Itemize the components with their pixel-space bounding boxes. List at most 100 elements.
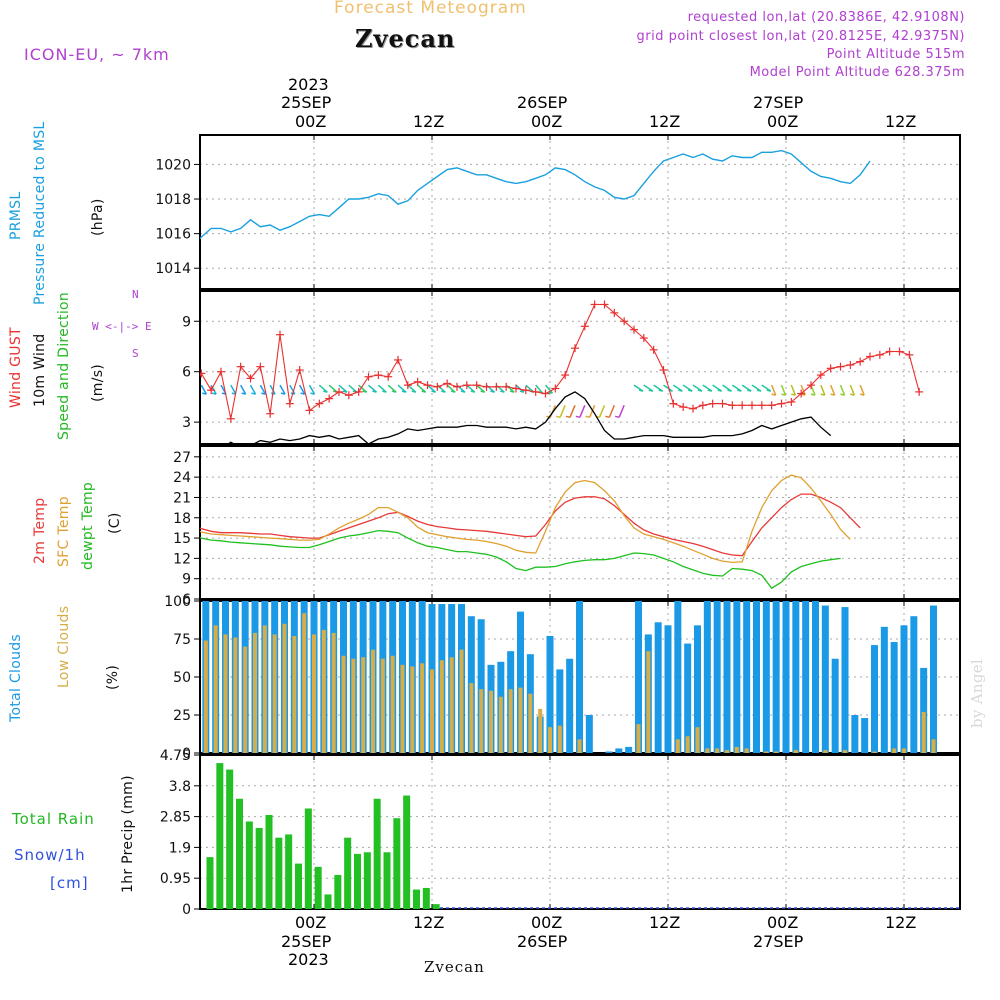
precip-bar <box>226 769 234 909</box>
wind-arrow <box>588 405 596 418</box>
low-cloud-bar <box>892 748 897 753</box>
wind-arrow-head <box>470 390 476 393</box>
wind-arrow <box>608 405 616 418</box>
low-cloud-bar <box>744 748 749 753</box>
y-tick-label: 27 <box>173 450 191 466</box>
low-cloud-bar <box>430 669 434 753</box>
total-cloud-bar <box>792 601 800 753</box>
total-cloud-bar <box>812 601 819 753</box>
low-cloud-bar <box>725 749 729 753</box>
y-tick-label: 18 <box>173 511 191 527</box>
panel-1-axes: 1014 1016 1018 1020 <box>155 134 961 290</box>
precip-bar <box>236 798 243 909</box>
total-cloud-bar <box>635 601 642 753</box>
total-cloud-bar <box>753 601 760 753</box>
precip-bar <box>373 798 381 909</box>
wind-arrow-head <box>746 389 752 392</box>
wind-arrow <box>368 384 377 393</box>
wind-arrow <box>466 384 476 393</box>
wind-arrow <box>182 385 187 394</box>
wind-arrow <box>535 384 544 394</box>
wind-arrow <box>579 405 586 418</box>
total-cloud-bar <box>723 601 731 753</box>
wind-arrow <box>240 384 247 395</box>
wind-arrow <box>192 385 197 394</box>
y-tick-label: 3 <box>182 415 191 431</box>
precip-bar <box>422 887 430 909</box>
wind-arrow-head <box>382 390 387 393</box>
precip-bar <box>285 834 293 909</box>
wind-arrow-head <box>850 393 855 396</box>
wind-arrow-head <box>800 393 806 396</box>
wind-arrow-head <box>575 415 581 419</box>
panel-2-axes: 3 6 9 <box>182 290 961 445</box>
wind-arrow-head <box>211 392 217 395</box>
low-cloud-bar <box>931 739 936 753</box>
low-cloud-bar <box>764 751 769 753</box>
wind-arrow <box>770 384 777 396</box>
bottom-hour-1: 12Z <box>413 913 445 932</box>
precip-bar <box>413 889 420 909</box>
total-cloud-bar <box>782 601 790 753</box>
gridpoint-coords: grid point closest lon,lat (20.8125E, 42… <box>636 29 965 44</box>
low-cloud-bar <box>695 727 700 753</box>
precip-bar <box>432 904 440 909</box>
wind-arrow-head <box>840 393 845 396</box>
y-tick-label: 12 <box>173 551 191 567</box>
low-cloud-bar <box>685 736 690 753</box>
low-cloud-bar <box>302 613 307 753</box>
wind-arrow <box>820 384 826 396</box>
total-cloud-bar <box>576 601 583 753</box>
low-cloud-bar <box>528 693 533 753</box>
wind-arrow-head <box>480 390 485 393</box>
wind-arrow <box>417 384 427 393</box>
low-cloud-bar <box>538 708 543 753</box>
wind-arrow-head <box>183 393 187 394</box>
low-cloud-bar <box>577 739 582 753</box>
wind-arrow-head <box>450 390 456 393</box>
low-cloud-bar <box>351 658 356 753</box>
low-cloud-bar <box>823 749 828 753</box>
total-cloud-bar <box>861 718 869 753</box>
wind-arrow-head <box>810 393 816 396</box>
series-sfc-temp <box>200 474 851 564</box>
y-tick-label: 1.9 <box>169 840 191 856</box>
total-cloud-bar <box>546 635 554 753</box>
location-title: Zvecan <box>355 24 456 53</box>
wind-arrow-head <box>638 389 644 392</box>
low-cloud-bar <box>272 634 277 753</box>
y-tick-label: 4.75 <box>160 748 191 764</box>
total-cloud-bar <box>890 642 898 753</box>
wind-arrow-head <box>421 390 426 393</box>
total-cloud-bar <box>831 658 839 753</box>
wind-arrow <box>308 384 316 395</box>
total-cloud-bar <box>664 625 672 753</box>
meteogram-title: Forecast Meteogram <box>334 0 527 18</box>
low-cloud-bar <box>489 690 493 753</box>
precip-bar <box>354 853 361 909</box>
top-hour-5: 12Z <box>885 112 917 131</box>
precip-bar <box>314 866 322 909</box>
total-cloud-bar <box>920 667 928 753</box>
low-cloud-bar <box>203 640 208 753</box>
low-cloud-bar <box>793 749 798 753</box>
y-tick-label: 50 <box>173 670 191 686</box>
precip-bar <box>265 814 273 909</box>
total-cloud-bar <box>880 626 888 753</box>
bottom-year: 2023 <box>288 950 329 969</box>
top-date-26sep: 26SEP <box>517 93 568 112</box>
bottom-date-25sep: 25SEP <box>281 932 332 951</box>
low-cloud-bar <box>459 649 464 753</box>
total-cloud-bar <box>871 645 878 753</box>
low-cloud-bar <box>715 748 720 753</box>
total-cloud-bar <box>910 616 918 753</box>
wind-arrow <box>849 384 856 396</box>
label-snow-cm: [cm] <box>50 874 89 892</box>
bottom-hour-4: 00Z <box>767 913 799 932</box>
point-altitude: Point Altitude 515m <box>826 47 965 62</box>
wind-arrow <box>859 384 865 396</box>
total-cloud-bar <box>585 715 593 753</box>
low-cloud-bar <box>921 711 926 753</box>
total-cloud-bar <box>772 601 780 753</box>
